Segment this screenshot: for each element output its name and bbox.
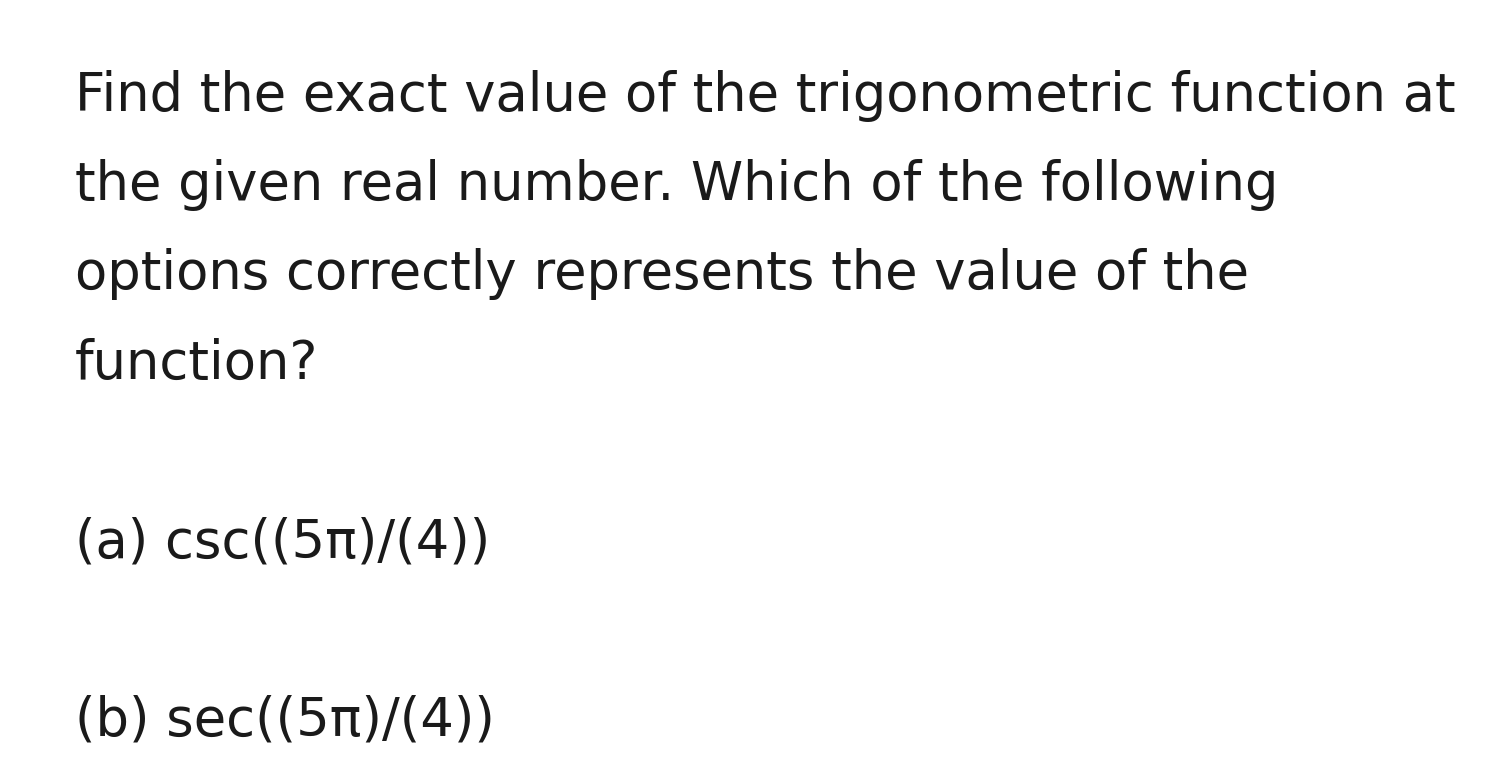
Text: (b) sec((5π)/(4)): (b) sec((5π)/(4)) bbox=[75, 695, 495, 747]
Text: (a) csc((5π)/(4)): (a) csc((5π)/(4)) bbox=[75, 516, 491, 568]
Text: options correctly represents the value of the: options correctly represents the value o… bbox=[75, 248, 1249, 300]
Text: Find the exact value of the trigonometric function at: Find the exact value of the trigonometri… bbox=[75, 70, 1455, 122]
Text: function?: function? bbox=[75, 338, 318, 390]
Text: the given real number. Which of the following: the given real number. Which of the foll… bbox=[75, 159, 1278, 211]
